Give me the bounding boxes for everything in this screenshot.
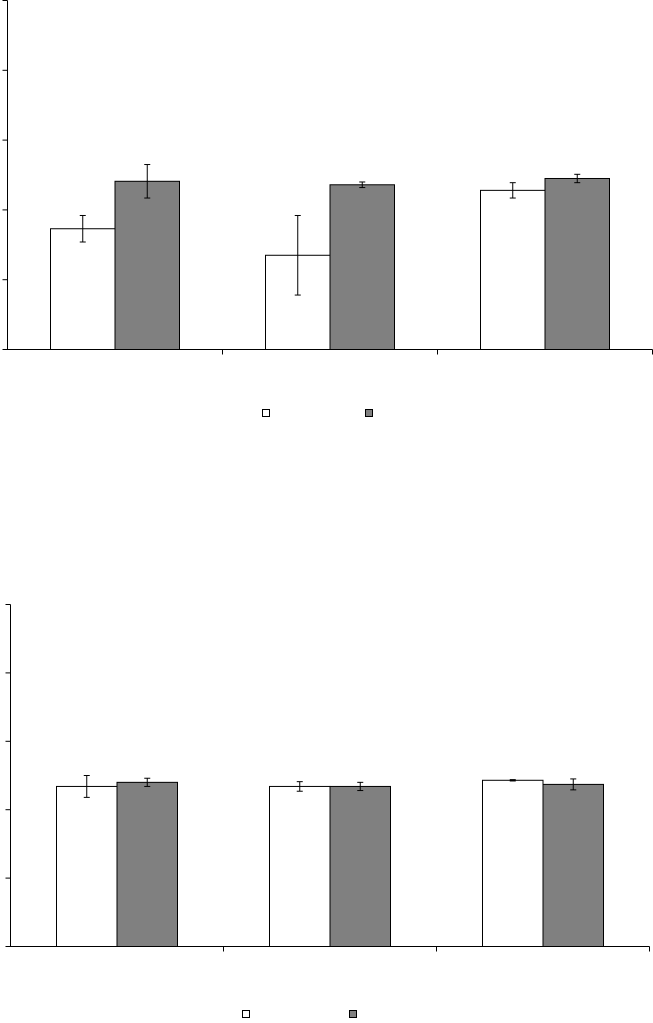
error-bar	[359, 181, 366, 189]
bar	[329, 785, 391, 947]
error-bar	[296, 781, 303, 792]
error-bar	[294, 214, 301, 296]
bar	[114, 180, 180, 350]
legend-swatch	[242, 1010, 250, 1018]
bar	[480, 189, 546, 350]
error-bar	[574, 173, 581, 184]
legend-swatch	[365, 409, 373, 417]
error-bar	[83, 775, 90, 798]
error-bar	[509, 182, 516, 199]
bar	[269, 785, 331, 947]
legend-swatch	[349, 1010, 357, 1018]
error-bar	[357, 781, 364, 792]
bar	[542, 783, 604, 948]
error-bar	[509, 779, 516, 782]
legend-swatch	[262, 409, 270, 417]
error-bar	[79, 214, 86, 243]
bar	[116, 781, 178, 948]
bar	[50, 228, 116, 350]
bar	[544, 177, 610, 350]
error-bar	[144, 164, 151, 199]
error-bar	[570, 778, 577, 791]
bar	[329, 184, 395, 350]
bar	[56, 785, 118, 947]
bar	[482, 779, 544, 948]
error-bar	[144, 777, 151, 787]
